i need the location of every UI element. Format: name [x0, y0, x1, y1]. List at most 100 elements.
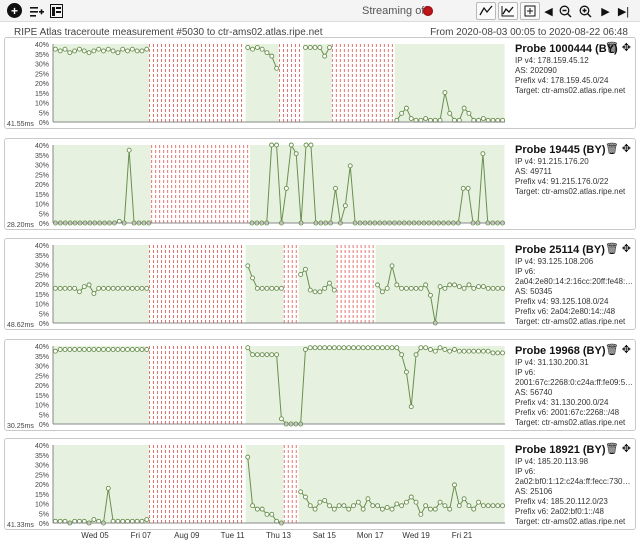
data-point[interactable]	[86, 347, 92, 352]
trash-icon[interactable]: 🗑	[604, 443, 619, 455]
data-point[interactable]	[408, 285, 414, 291]
trash-icon[interactable]: 🗑	[604, 344, 619, 356]
data-point[interactable]	[245, 345, 251, 351]
data-point[interactable]	[302, 266, 308, 272]
data-point[interactable]	[432, 506, 438, 512]
data-point[interactable]	[91, 291, 97, 296]
move-icon[interactable]: ✥	[621, 243, 631, 255]
data-point[interactable]	[370, 503, 376, 509]
data-point[interactable]	[399, 110, 405, 116]
data-point[interactable]	[254, 352, 260, 358]
data-point[interactable]	[327, 345, 332, 351]
data-point[interactable]	[500, 350, 506, 356]
data-point[interactable]	[105, 285, 111, 291]
data-point[interactable]	[461, 105, 467, 111]
data-point[interactable]	[52, 285, 58, 291]
data-point[interactable]	[120, 347, 126, 352]
data-point[interactable]	[105, 347, 111, 352]
data-point[interactable]	[298, 489, 304, 495]
data-point[interactable]	[259, 46, 265, 52]
data-point[interactable]	[327, 45, 332, 50]
data-point[interactable]	[413, 285, 419, 291]
data-point[interactable]	[485, 348, 491, 354]
data-point[interactable]	[245, 454, 251, 460]
fast-back-icon[interactable]: ◀	[544, 5, 553, 18]
data-point[interactable]	[72, 285, 78, 291]
data-point[interactable]	[101, 48, 106, 54]
data-point[interactable]	[307, 503, 313, 509]
data-point[interactable]	[495, 503, 501, 509]
data-point[interactable]	[394, 501, 400, 507]
data-point[interactable]	[327, 280, 332, 286]
data-point[interactable]	[379, 345, 385, 351]
data-point[interactable]	[298, 272, 304, 277]
data-point[interactable]	[101, 347, 106, 352]
data-point[interactable]	[120, 46, 126, 52]
trash-icon[interactable]: 🗑	[604, 143, 619, 155]
forward-icon[interactable]: ▶	[601, 5, 610, 18]
data-point[interactable]	[331, 345, 337, 351]
data-point[interactable]	[447, 282, 453, 288]
data-point[interactable]	[423, 345, 429, 351]
data-point[interactable]	[245, 263, 251, 269]
data-point[interactable]	[490, 503, 496, 509]
data-point[interactable]	[428, 506, 433, 512]
probe-chart[interactable]: RIPE NCC40%35%30%25%20%15%10%5%0%48.62ms	[5, 239, 513, 329]
data-point[interactable]	[144, 517, 150, 522]
data-point[interactable]	[442, 347, 448, 352]
data-point[interactable]	[81, 284, 87, 290]
data-point[interactable]	[129, 46, 135, 52]
data-point[interactable]	[302, 45, 308, 50]
data-point[interactable]	[403, 285, 409, 291]
probe-title[interactable]: Probe 25114 (BY)	[515, 244, 605, 256]
data-point[interactable]	[307, 287, 313, 293]
data-point[interactable]	[250, 352, 256, 358]
data-point[interactable]	[274, 352, 280, 358]
data-point[interactable]	[370, 345, 376, 351]
data-point[interactable]	[500, 503, 506, 509]
data-point[interactable]	[126, 147, 132, 153]
data-point[interactable]	[403, 369, 409, 375]
plus-circle-icon[interactable]: +	[7, 3, 22, 18]
data-point[interactable]	[403, 499, 409, 505]
data-point[interactable]	[389, 263, 395, 269]
data-point[interactable]	[86, 282, 92, 288]
data-point[interactable]	[403, 105, 409, 111]
data-point[interactable]	[76, 46, 82, 52]
data-point[interactable]	[81, 48, 87, 54]
data-point[interactable]	[129, 285, 135, 291]
data-point[interactable]	[110, 48, 116, 54]
data-point[interactable]	[62, 347, 68, 352]
data-point[interactable]	[418, 345, 424, 351]
data-point[interactable]	[134, 347, 140, 352]
data-point[interactable]	[322, 498, 328, 503]
data-point[interactable]	[134, 48, 140, 54]
data-point[interactable]	[144, 46, 150, 52]
data-point[interactable]	[86, 50, 92, 56]
data-point[interactable]	[360, 345, 366, 351]
probe-title[interactable]: Probe 18921 (BY)	[515, 444, 606, 456]
data-point[interactable]	[312, 345, 318, 351]
move-icon[interactable]: ✥	[621, 42, 631, 54]
data-point[interactable]	[423, 282, 429, 288]
data-point[interactable]	[442, 503, 448, 509]
data-point[interactable]	[91, 48, 97, 54]
data-point[interactable]	[384, 504, 390, 510]
data-point[interactable]	[408, 116, 414, 121]
data-point[interactable]	[346, 506, 352, 512]
data-point[interactable]	[317, 499, 323, 505]
data-point[interactable]	[245, 45, 251, 50]
layout-icon[interactable]	[48, 3, 65, 19]
data-point[interactable]	[115, 285, 121, 291]
data-point[interactable]	[442, 90, 448, 95]
data-point[interactable]	[418, 511, 424, 517]
data-point[interactable]	[81, 347, 87, 352]
data-point[interactable]	[418, 285, 424, 291]
data-point[interactable]	[384, 285, 390, 291]
data-point[interactable]	[139, 347, 145, 352]
data-point[interactable]	[432, 348, 438, 354]
data-point[interactable]	[342, 203, 348, 209]
data-point[interactable]	[480, 284, 486, 290]
data-point[interactable]	[72, 347, 78, 352]
data-point[interactable]	[67, 347, 73, 352]
